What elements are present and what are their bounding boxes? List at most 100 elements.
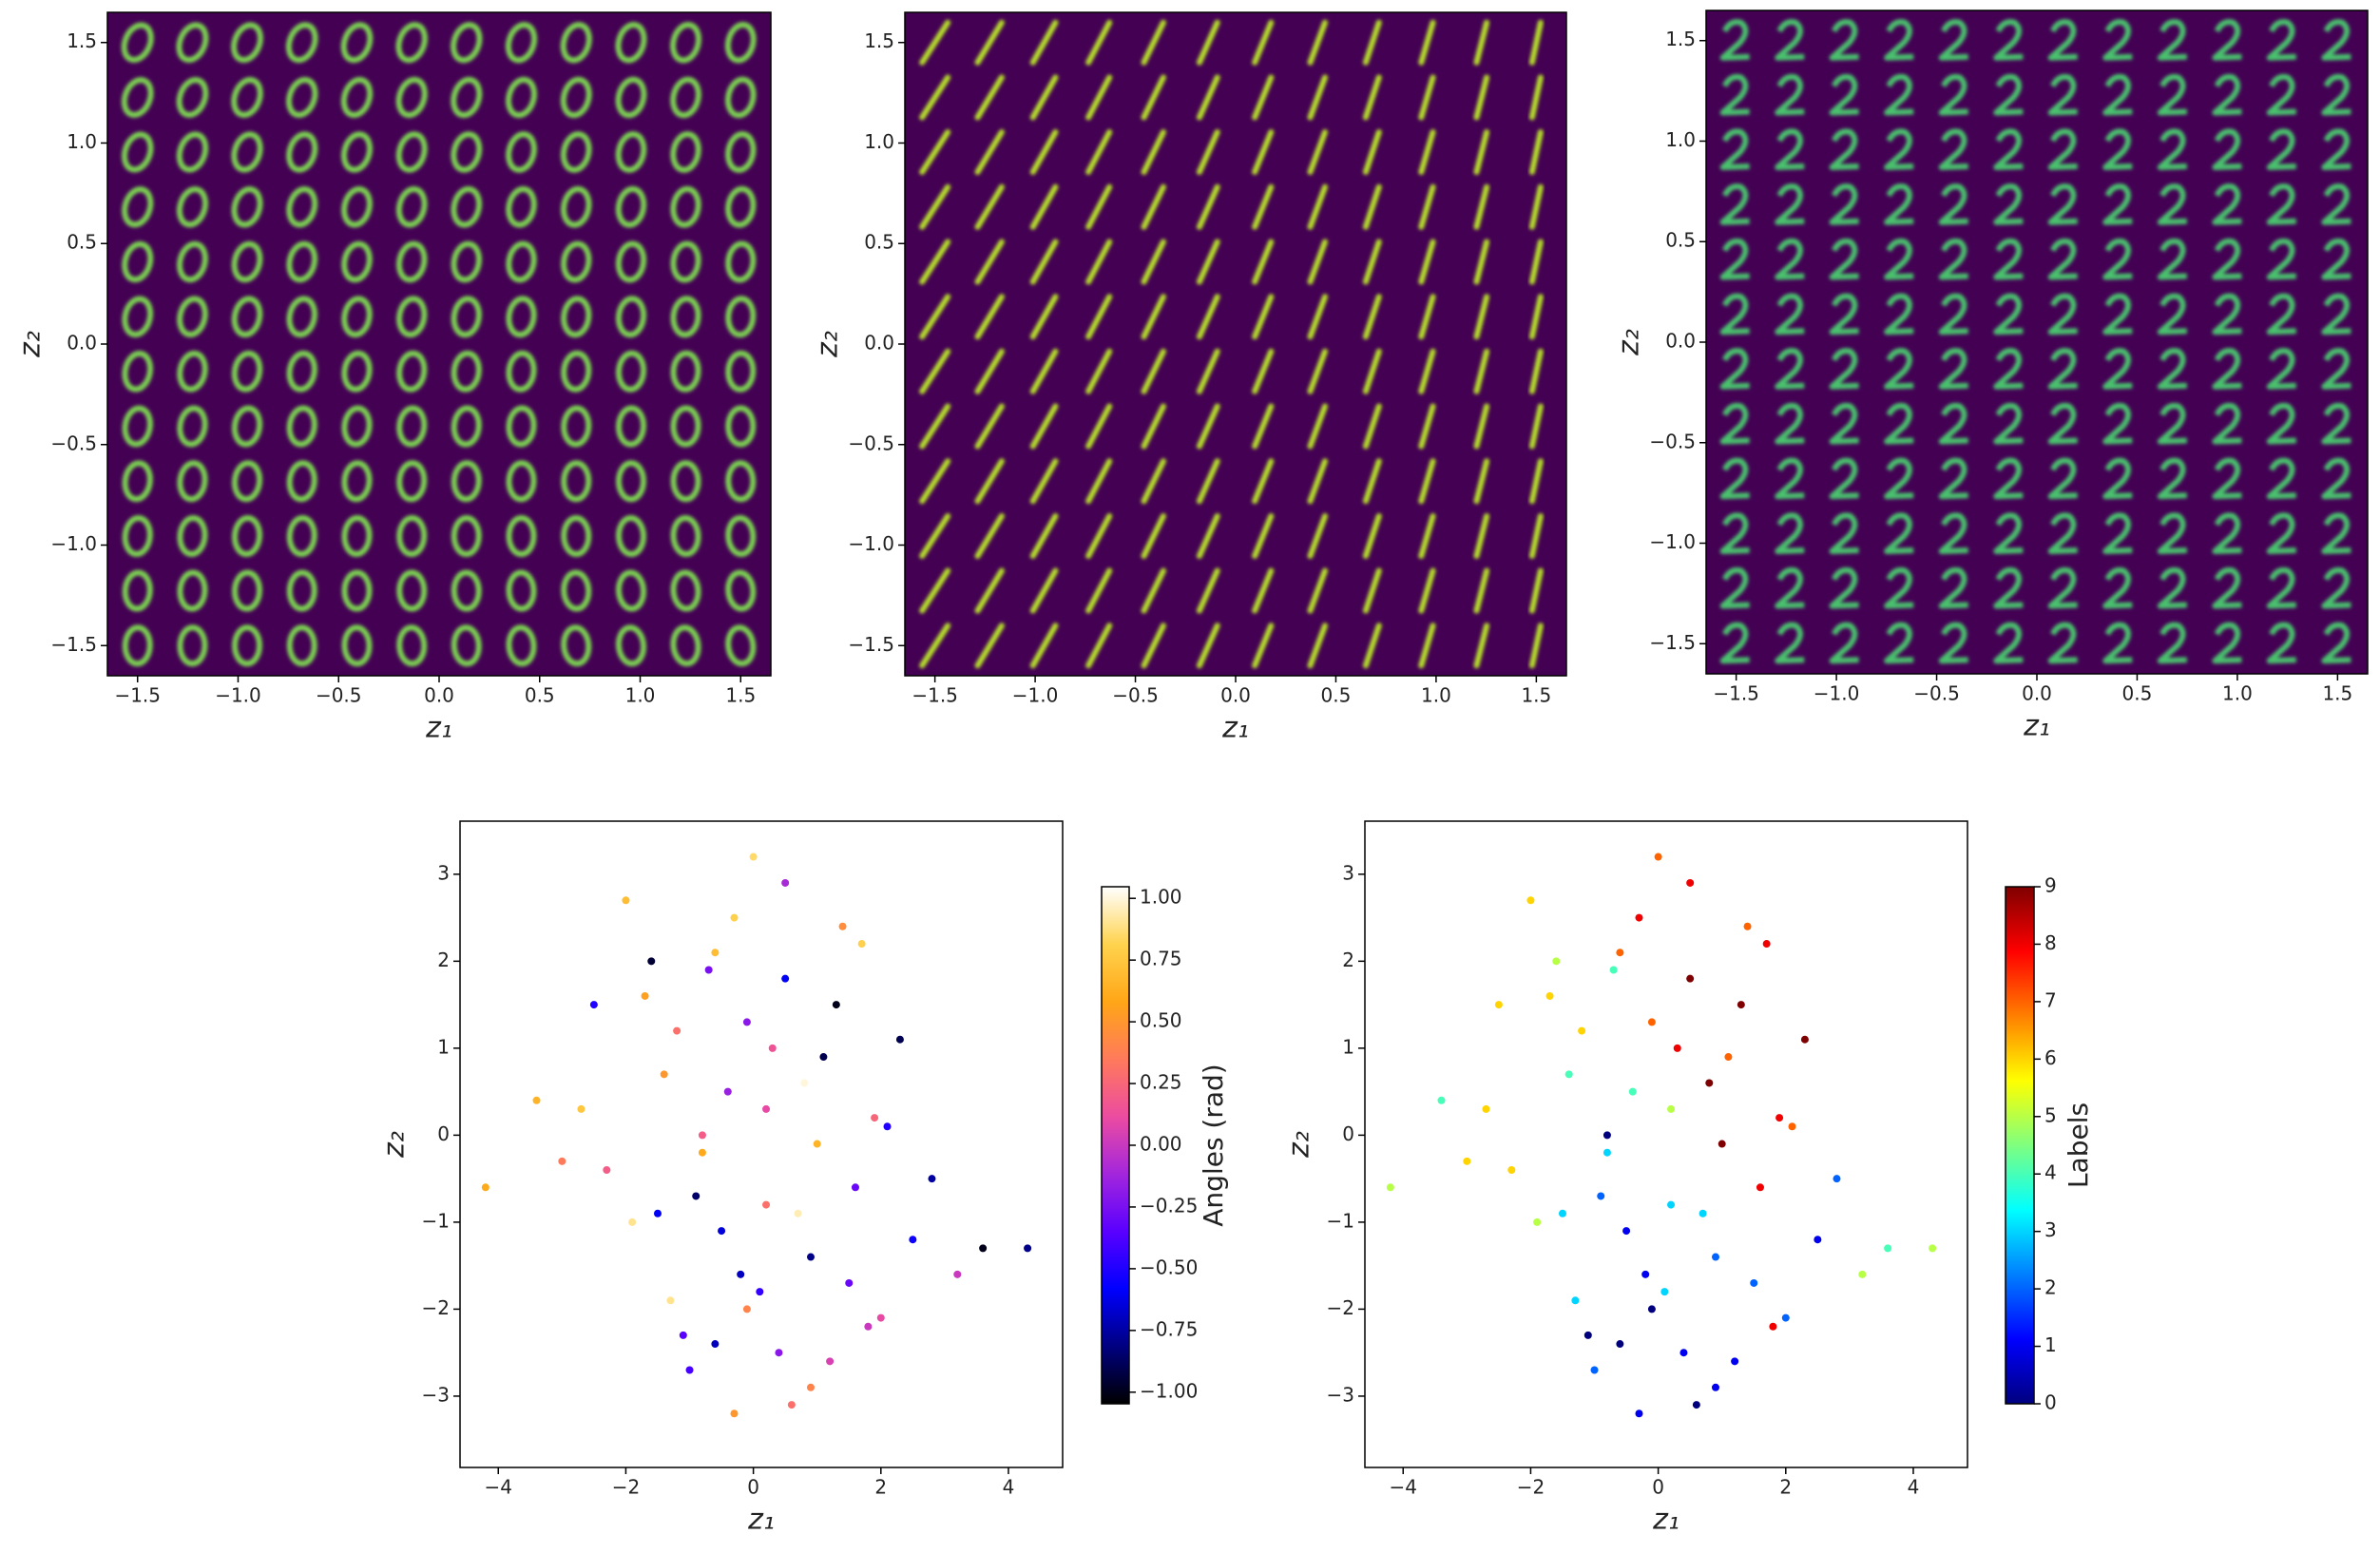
digit-glyph <box>560 185 592 228</box>
digit-glyph <box>1196 239 1220 285</box>
digit-glyph <box>1085 129 1113 176</box>
digit-glyph <box>1884 293 1914 336</box>
digit-glyph <box>725 460 757 503</box>
scatter-point <box>1526 896 1535 905</box>
digit-glyph <box>177 240 208 283</box>
digit-glyph <box>1307 74 1329 121</box>
scatter-point <box>806 1253 815 1261</box>
digit-glyph <box>340 22 374 64</box>
digit-glyph <box>974 129 1005 176</box>
colorbar-tick-label: −1.00 <box>1140 1379 1198 1402</box>
scatter-point <box>730 913 739 922</box>
digit-glyph <box>1307 348 1329 394</box>
digit-glyph <box>1719 457 1750 500</box>
digit-glyph <box>506 240 537 283</box>
digit-glyph <box>615 131 647 173</box>
x-axis-label: z₁ <box>425 712 452 745</box>
scatter-point <box>742 1018 751 1026</box>
digit-glyph <box>561 240 592 283</box>
digit-glyph <box>1085 512 1113 559</box>
digit-glyph <box>1938 73 1968 116</box>
digit-glyph <box>1829 238 1859 280</box>
digit-glyph <box>919 74 951 121</box>
digit-glyph <box>2212 566 2242 609</box>
digit-glyph <box>1884 19 1914 61</box>
digit-glyph <box>2047 183 2078 225</box>
digit-glyph <box>1307 567 1329 614</box>
digit-glyph <box>1362 183 1382 230</box>
digit-glyph <box>1085 567 1113 614</box>
digit-glyph <box>395 131 428 173</box>
digit-glyph <box>1418 567 1436 614</box>
scatter-point <box>1781 1313 1790 1322</box>
digit-glyph <box>396 405 428 448</box>
digit-glyph <box>2212 128 2242 171</box>
digit-glyph <box>1528 129 1544 176</box>
digit-glyph <box>1528 567 1544 614</box>
digit-glyph <box>2266 622 2296 664</box>
scatter-point <box>685 1366 694 1374</box>
digit-glyph <box>974 19 1005 66</box>
digit-glyph <box>2047 457 2078 500</box>
digit-glyph <box>396 296 428 338</box>
scatter-point <box>819 1053 828 1062</box>
y-tick-label: −1.0 <box>50 532 97 555</box>
digit-glyph <box>1884 238 1914 280</box>
x-tick-label: 0 <box>1652 1476 1664 1499</box>
digit-glyph <box>1884 457 1914 500</box>
digit-glyph <box>506 296 537 338</box>
scatter-point <box>775 1349 783 1357</box>
digit-glyph <box>2266 238 2296 280</box>
digit-glyph <box>2047 402 2078 445</box>
digit-glyph <box>1829 566 1859 609</box>
scatter-point <box>979 1244 988 1253</box>
digit-glyph <box>1196 183 1220 230</box>
digit-glyph <box>1418 348 1436 394</box>
panel: −1.5 −1.0 −0.5 0.0 0.5 1.0 1.5 −1.5 −1.0 −0.5 0.0 0… <box>812 11 1567 745</box>
digit-glyph <box>2047 512 2078 554</box>
digit-glyph <box>670 460 701 503</box>
scatter-point <box>762 1200 771 1209</box>
digit-glyph <box>1884 348 1914 390</box>
digit-glyph <box>177 515 208 557</box>
digit-glyph <box>2047 622 2078 664</box>
scatter-point <box>1463 1157 1471 1165</box>
scatter-point <box>1673 1044 1681 1052</box>
x-tick-label: −2 <box>1517 1476 1545 1499</box>
digit-glyph <box>2212 622 2242 664</box>
digit-glyph <box>1252 239 1275 285</box>
y-tick-label: −0.5 <box>50 431 97 454</box>
digit-glyph <box>919 239 951 285</box>
scatter-point <box>698 1131 706 1140</box>
colorbar-tick-label: −0.50 <box>1140 1256 1198 1278</box>
digit-glyph <box>506 350 537 393</box>
digit-glyph <box>286 296 318 338</box>
digit-glyph <box>341 186 373 228</box>
digit-glyph <box>231 460 263 503</box>
digit-glyph <box>1528 74 1544 121</box>
digit-glyph <box>1775 512 1805 554</box>
digit-glyph <box>1418 239 1436 285</box>
scatter-point <box>1775 1114 1784 1122</box>
digit-glyph <box>2212 238 2242 280</box>
colorbar-tick-label: 9 <box>2044 874 2057 897</box>
digit-glyph <box>725 131 757 173</box>
digit-glyph <box>1938 19 1968 61</box>
digit-glyph <box>177 405 208 448</box>
digit-glyph <box>1829 293 1859 336</box>
y-tick-label: 1 <box>437 1035 450 1058</box>
scatter-point <box>679 1331 687 1339</box>
y-tick-label: 1.0 <box>67 130 97 153</box>
digit-glyph <box>1362 623 1382 669</box>
digit-glyph <box>1252 567 1275 614</box>
scatter-point <box>1692 1401 1700 1409</box>
y-tick-label: −1.5 <box>1649 631 1696 654</box>
digit-glyph <box>451 76 483 119</box>
y-tick-label: −1.0 <box>1649 530 1696 553</box>
digit-glyph <box>2321 128 2351 171</box>
digit-glyph <box>505 22 538 64</box>
scatter-point <box>730 1409 739 1418</box>
x-tick-label: 1.5 <box>2322 682 2352 705</box>
digit-glyph <box>506 514 537 557</box>
panel: −1.5 −1.0 −0.5 0.0 0.5 1.0 1.5 −1.5 −1.0 −0.5 0.0 0… <box>1613 10 2369 743</box>
